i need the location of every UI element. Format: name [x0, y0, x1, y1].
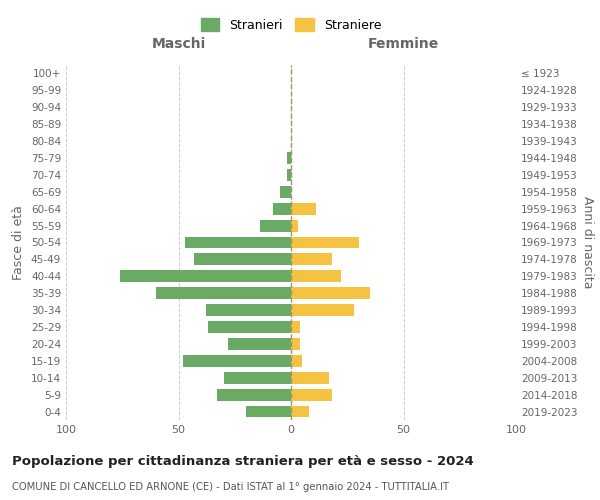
Bar	[291, 338, 300, 350]
Bar	[291, 388, 331, 400]
Bar	[205, 304, 291, 316]
Text: Femmine: Femmine	[368, 38, 439, 52]
Bar	[120, 270, 291, 282]
Bar	[183, 355, 291, 367]
Bar	[223, 372, 291, 384]
Text: Popolazione per cittadinanza straniera per età e sesso - 2024: Popolazione per cittadinanza straniera p…	[12, 455, 474, 468]
Bar	[273, 203, 291, 214]
Bar	[291, 321, 300, 333]
Y-axis label: Fasce di età: Fasce di età	[13, 205, 25, 280]
Bar	[194, 254, 291, 266]
Bar	[291, 372, 329, 384]
Bar	[185, 236, 291, 248]
Bar	[287, 152, 291, 164]
Bar	[291, 254, 331, 266]
Bar	[291, 304, 354, 316]
Bar	[246, 406, 291, 417]
Bar	[291, 288, 370, 299]
Y-axis label: Anni di nascita: Anni di nascita	[581, 196, 594, 289]
Text: COMUNE DI CANCELLO ED ARNONE (CE) - Dati ISTAT al 1° gennaio 2024 - TUTTITALIA.I: COMUNE DI CANCELLO ED ARNONE (CE) - Dati…	[12, 482, 449, 492]
Bar	[291, 203, 316, 214]
Bar	[291, 220, 298, 232]
Bar	[291, 270, 341, 282]
Bar	[217, 388, 291, 400]
Bar	[260, 220, 291, 232]
Bar	[291, 236, 359, 248]
Bar	[280, 186, 291, 198]
Bar	[208, 321, 291, 333]
Bar	[156, 288, 291, 299]
Text: Maschi: Maschi	[151, 38, 206, 52]
Bar	[291, 355, 302, 367]
Bar	[228, 338, 291, 350]
Legend: Stranieri, Straniere: Stranieri, Straniere	[200, 18, 382, 32]
Bar	[291, 406, 309, 417]
Bar	[287, 169, 291, 181]
